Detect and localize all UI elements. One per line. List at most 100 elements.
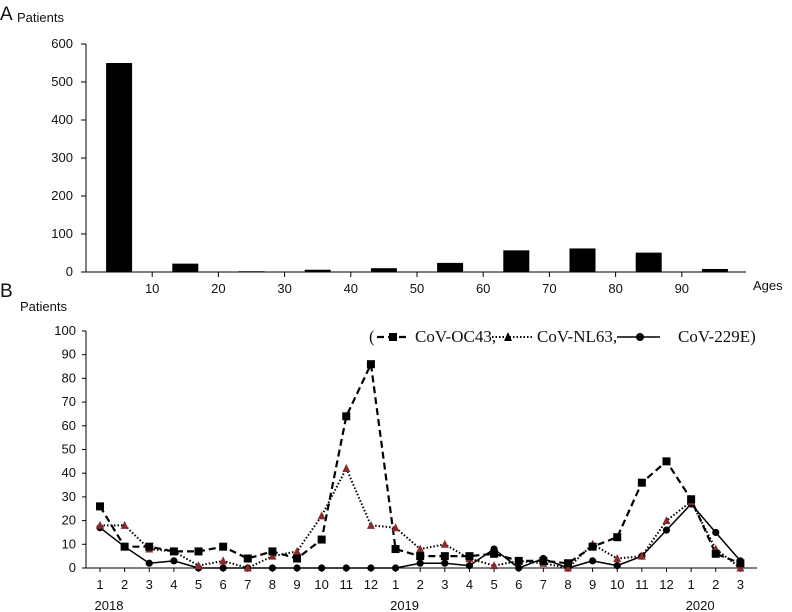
point-cov-nl63 [613,554,622,563]
panel-a-x-axis-title: Ages [753,278,783,293]
point-cov-229e [342,564,350,572]
a-y-tick-label: 100 [51,226,73,241]
point-cov-oc43 [736,559,745,568]
point-cov-nl63 [637,551,646,560]
b-x-tick-label: 3 [441,577,448,592]
point-cov-nl63 [120,520,129,529]
panel-a-y-axis-title: Patients [17,10,64,25]
a-x-tick-label: 90 [675,281,689,296]
point-cov-oc43 [490,549,499,558]
legend-229e-label: CoV-229E) [678,327,756,346]
b-x-tick-label: 4 [466,577,473,592]
b-y-tick-label: 10 [62,536,76,551]
series-line-cov-oc43 [99,363,741,565]
b-x-tick-label: 1 [96,577,103,592]
b-x-tick-label: 11 [635,577,649,592]
point-cov-nl63 [366,520,375,529]
point-cov-229e [391,564,400,572]
panel-a: A Patients Ages 0 100 200 300 400 500 600 10 20… [0,4,783,296]
a-bar [701,268,728,272]
a-bar [635,252,662,272]
b-x-tick-label: 9 [589,577,596,592]
b-x-tick-label: 3 [737,577,744,592]
a-x-tick-label: 60 [476,281,490,296]
point-cov-229e [293,564,301,572]
point-cov-oc43 [440,552,449,561]
b-x-tick-label: 6 [220,577,227,592]
legend-nl63-label: CoV-NL63, [537,327,617,346]
b-y-tick-label: 80 [62,370,76,385]
point-cov-nl63 [490,561,499,570]
point-cov-229e [367,564,375,572]
point-cov-nl63 [194,561,203,570]
a-x-tick-label: 40 [344,281,358,296]
b-x-tick-label: 11 [340,577,354,592]
panel-a-label: A [0,4,13,25]
point-cov-oc43 [613,533,622,542]
b-x-tick-label: 1 [688,577,695,592]
point-cov-nl63 [243,563,252,572]
point-cov-nl63 [268,551,277,560]
point-cov-oc43 [662,457,671,466]
point-cov-nl63 [96,520,104,529]
point-cov-nl63 [293,546,302,555]
b-y-tick-label: 90 [62,347,76,362]
b-year-label: 2018 [95,598,124,612]
b-y-tick-label: 60 [62,418,76,433]
a-bar [437,262,464,272]
a-bar [172,263,199,272]
point-cov-oc43 [317,535,326,544]
point-cov-nl63 [219,556,228,565]
b-y-tick-label: 100 [54,323,76,338]
a-y-tick-label: 600 [51,36,73,51]
point-cov-oc43 [219,542,228,551]
point-cov-229e [318,564,326,572]
a-bar [569,248,596,272]
b-x-tick-label: 8 [564,577,571,592]
point-cov-nl63 [563,563,572,572]
point-cov-oc43 [194,547,203,556]
point-cov-229e [268,564,277,572]
b-x-tick-label: 3 [146,577,153,592]
point-cov-229e [613,562,621,570]
point-cov-229e [219,564,227,572]
legend: ( CoV-OC43, CoV-NL63, CoV-229E) [369,327,756,346]
a-bar [238,271,265,273]
point-cov-229e [515,564,523,572]
a-bar [304,269,331,272]
a-y-tick-label: 200 [51,188,73,203]
point-cov-oc43 [711,549,720,558]
b-x-tick-label: 10 [314,577,328,592]
b-y-tick-label: 20 [62,513,76,528]
b-y-tick-label: 40 [62,465,76,480]
panel-b-label: B [0,281,13,302]
a-x-tick-label: 80 [608,281,622,296]
point-cov-nl63 [440,539,449,548]
a-bar [370,268,397,272]
legend-nl63-marker [504,332,512,341]
b-x-tick-label: 5 [195,577,202,592]
point-cov-nl63 [342,463,351,472]
a-y-tick-label: 300 [51,150,73,165]
a-x-tick-label: 20 [211,281,225,296]
point-cov-oc43 [268,547,277,556]
point-cov-oc43 [465,552,474,561]
point-cov-229e [145,559,153,567]
b-x-tick-label: 7 [540,577,547,592]
b-x-tick-label: 4 [170,577,177,592]
point-cov-oc43 [145,542,154,551]
b-x-tick-label: 2 [417,577,424,592]
b-x-tick-label: 8 [269,577,276,592]
b-y-tick-label: 30 [62,489,76,504]
point-cov-oc43 [416,552,425,561]
a-bar [503,250,530,272]
b-x-tick-label: 12 [659,577,673,592]
panel-b-y-axis-title: Patients [20,299,67,314]
point-cov-oc43 [96,502,104,511]
b-y-tick-label: 50 [62,442,76,457]
b-year-label: 2019 [390,598,419,612]
point-cov-nl63 [662,516,671,525]
legend-oc43-marker [389,333,397,341]
